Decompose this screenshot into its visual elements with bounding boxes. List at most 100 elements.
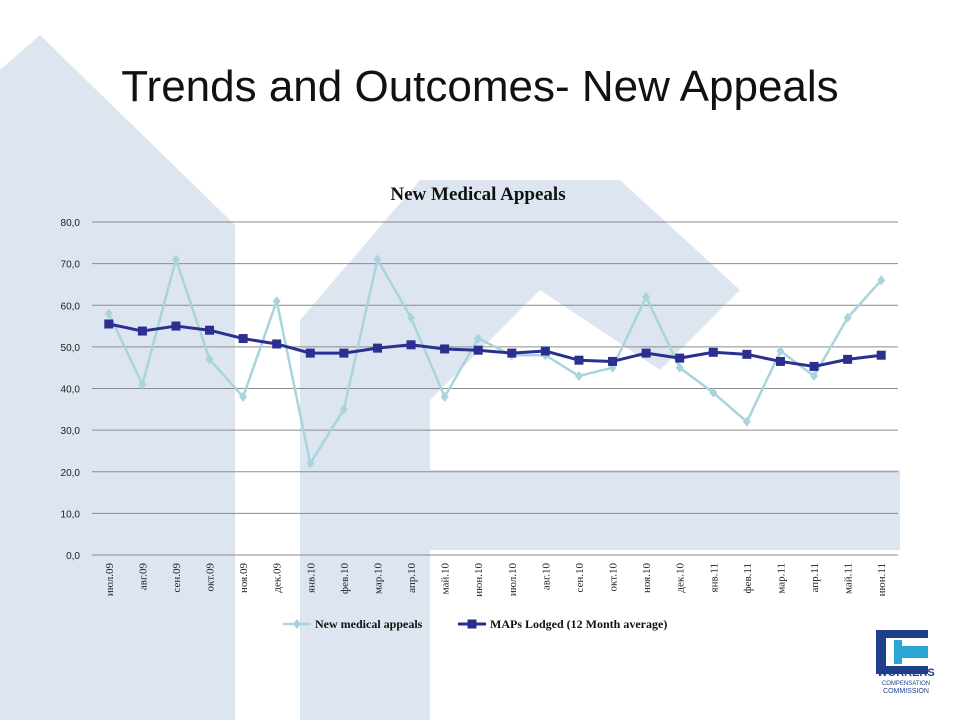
y-tick-label: 0,0 — [66, 551, 80, 562]
legend-label: New medical appeals — [315, 617, 423, 631]
data-point — [272, 339, 282, 349]
x-tick-label: мар.10 — [372, 563, 384, 595]
data-point — [406, 340, 416, 350]
slide-title: Trends and Outcomes- New Appeals — [121, 62, 839, 111]
logo-bar-top — [882, 630, 928, 638]
x-tick-label: дек.09 — [272, 563, 284, 593]
y-axis-ticks: 0,0 10,0 20,0 30,0 40,0 50,0 60,0 70,0 80,0 — [61, 218, 81, 562]
x-tick-label: янв.11 — [708, 563, 720, 592]
chart-gridlines — [92, 221, 898, 556]
x-tick-label: янв.10 — [305, 563, 317, 593]
x-tick-label: апр.10 — [406, 563, 418, 593]
data-point — [137, 326, 147, 336]
data-point — [641, 348, 651, 358]
legend-label: MAPs Lodged (12 Month average) — [490, 617, 667, 631]
data-point — [339, 404, 348, 415]
data-point — [238, 334, 248, 344]
y-tick-label: 80,0 — [61, 218, 81, 229]
series-new-medical-appeals — [104, 254, 886, 469]
x-tick-label: ноя.09 — [238, 563, 250, 593]
x-tick-label: сен.09 — [171, 563, 183, 593]
x-tick-label: фев.11 — [742, 563, 754, 594]
data-point — [877, 275, 886, 286]
data-point — [138, 379, 147, 390]
data-point — [171, 321, 181, 331]
logo-line-2: COMPENSATION — [881, 681, 931, 687]
logo-bar-left — [876, 630, 886, 674]
y-tick-label: 70,0 — [61, 260, 81, 271]
data-point — [407, 312, 416, 323]
x-tick-label: дек.10 — [675, 563, 687, 593]
x-tick-label: окт.10 — [608, 563, 620, 592]
logo-line-3: COMMISSION — [883, 688, 929, 695]
data-point — [708, 347, 718, 357]
data-point — [474, 333, 483, 344]
x-tick-label: июн.11 — [876, 563, 888, 596]
y-tick-label: 10,0 — [61, 509, 81, 520]
data-point — [473, 345, 483, 355]
x-tick-label: авг.10 — [540, 563, 552, 591]
data-point — [104, 319, 114, 329]
x-tick-label: июл.10 — [507, 563, 519, 597]
legend-item: MAPs Lodged (12 Month average) — [458, 617, 667, 631]
logo-bar-mid — [894, 646, 928, 658]
data-point — [642, 291, 651, 302]
legend-marker — [293, 619, 301, 629]
data-point — [507, 348, 517, 358]
x-tick-label: мар.11 — [775, 563, 787, 594]
data-point — [675, 353, 685, 363]
data-point — [171, 254, 180, 265]
data-point — [205, 354, 214, 365]
data-point — [306, 458, 315, 469]
data-point — [339, 348, 349, 358]
data-point — [810, 371, 819, 382]
x-tick-label: авг.09 — [137, 563, 149, 591]
data-point — [675, 362, 684, 373]
data-point — [373, 254, 382, 265]
data-point — [843, 354, 853, 364]
logo-line-1: WORKERS — [877, 667, 935, 679]
data-point — [608, 356, 618, 366]
x-tick-label: июн.10 — [473, 563, 485, 597]
y-tick-label: 50,0 — [61, 343, 81, 354]
data-point — [742, 349, 752, 359]
data-point — [205, 325, 215, 335]
x-axis-ticks: июл.09 авг.09 сен.09 окт.09 ноя.09 дек.09 янв.… — [104, 563, 888, 597]
logo-text: WORKERS COMPENSATION COMMISSION — [866, 667, 946, 696]
data-point — [440, 344, 450, 354]
data-point — [742, 416, 751, 427]
data-point — [776, 346, 785, 357]
wcc-logo-icon — [876, 630, 928, 674]
watermark-shape-left — [0, 35, 235, 720]
x-tick-label: окт.09 — [205, 563, 217, 592]
data-point — [239, 391, 248, 402]
data-point — [843, 312, 852, 323]
series-line — [107, 258, 883, 465]
y-tick-label: 30,0 — [61, 426, 81, 437]
chart-title: New Medical Appeals — [390, 184, 565, 205]
x-tick-label: ноя.10 — [641, 563, 653, 593]
x-tick-label: сен.10 — [574, 563, 586, 593]
data-point — [272, 296, 281, 307]
data-point — [104, 308, 113, 319]
data-point — [775, 356, 785, 366]
logo-bar-inner — [894, 640, 902, 664]
series-maps-lodged-average — [104, 319, 886, 371]
y-tick-label: 40,0 — [61, 385, 81, 396]
x-tick-label: фев.10 — [339, 563, 351, 594]
x-tick-label: май.10 — [440, 563, 452, 595]
data-point — [809, 361, 819, 371]
x-tick-label: май.11 — [843, 563, 855, 594]
data-point — [709, 387, 718, 398]
chart-series — [104, 254, 886, 469]
x-tick-label: июл.09 — [104, 563, 116, 597]
series-line — [108, 322, 882, 368]
x-tick-label: апр.11 — [809, 563, 821, 592]
legend-item: New medical appeals — [283, 617, 423, 631]
data-point — [574, 355, 584, 365]
data-point — [876, 350, 886, 360]
data-point — [372, 343, 382, 353]
data-point — [540, 346, 550, 356]
chart-legend: New medical appeals MAPs Lodged (12 Month… — [283, 617, 667, 631]
